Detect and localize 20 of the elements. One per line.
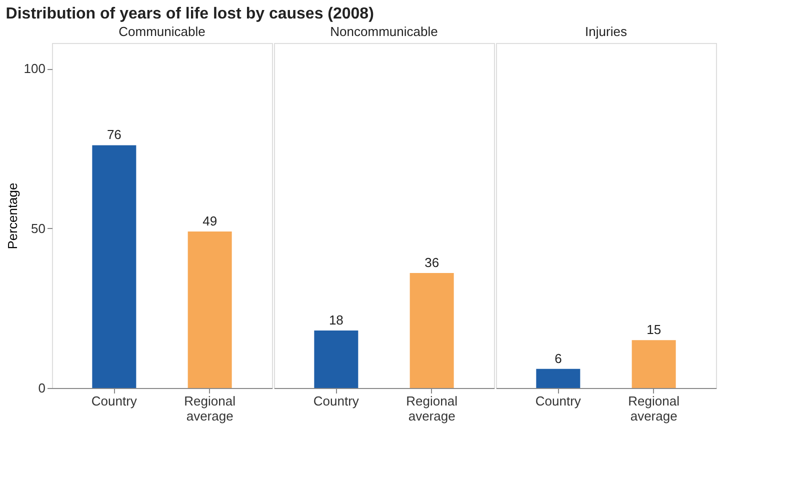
chart-subtitle: Communicable <box>118 24 206 39</box>
x-tick-label: Regional average <box>184 394 236 424</box>
x-tick-label: Regional average <box>406 394 458 424</box>
x-tick-label: Country <box>91 394 138 408</box>
data-label: 49 <box>202 213 218 228</box>
y-axis-title: Percentage <box>4 182 20 250</box>
y-tick-label: 100 <box>24 61 46 76</box>
x-tick-label: Regional average <box>628 394 680 424</box>
data-label: 18 <box>328 312 344 328</box>
chart-subtitle: Injuries <box>585 24 628 39</box>
x-tick-label: Country <box>313 394 360 408</box>
y-tick-label: 0 <box>38 380 46 396</box>
y-tick-label: 50 <box>31 220 46 236</box>
chart-subtitle: Noncommunicable <box>330 24 438 39</box>
data-label: 15 <box>646 322 662 338</box>
data-label: 76 <box>106 127 122 142</box>
x-tick-label: Country <box>535 394 582 408</box>
data-label: 36 <box>424 255 440 270</box>
data-label: 6 <box>554 350 562 366</box>
chart-title: Distribution of years of life lost by causes (2008) <box>6 6 374 22</box>
